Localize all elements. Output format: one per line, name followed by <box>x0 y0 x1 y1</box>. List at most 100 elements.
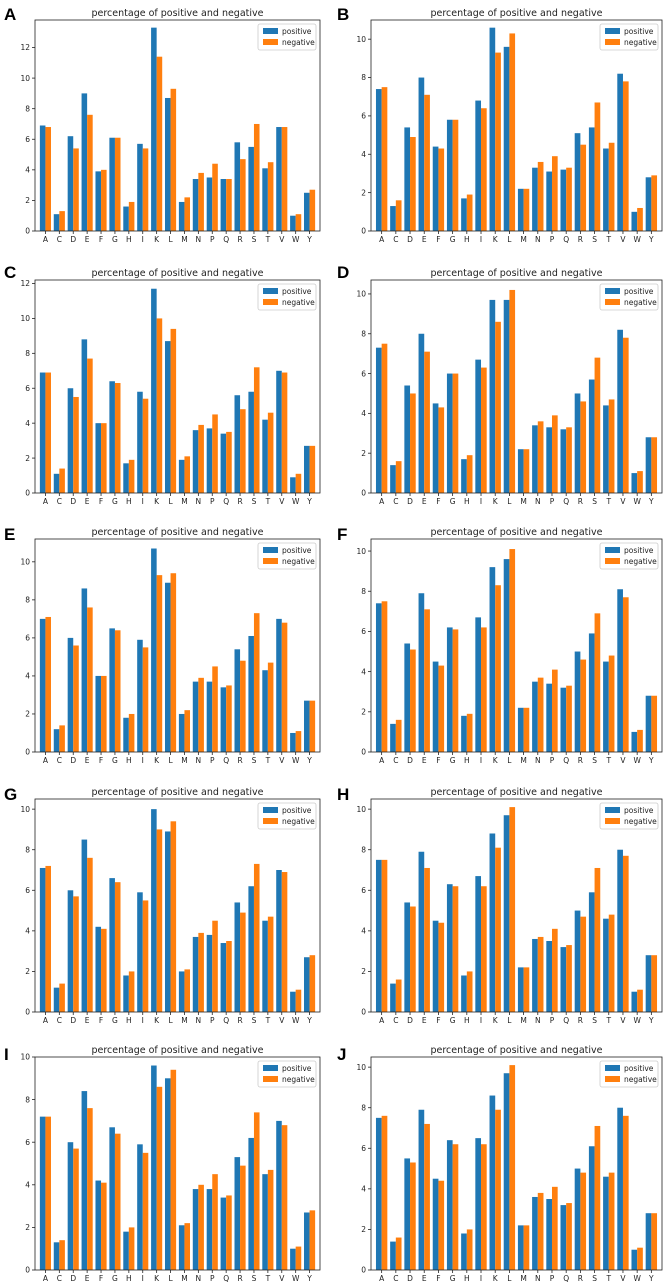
x-tick-label: N <box>535 756 541 765</box>
bar-positive-E <box>81 588 88 752</box>
y-tick-label: 2 <box>361 1225 366 1234</box>
bar-positive-D <box>67 890 74 1012</box>
bar-positive-V <box>276 370 282 493</box>
x-tick-label: K <box>493 1016 499 1025</box>
bar-positive-N <box>192 681 199 752</box>
bar-negative-G <box>452 373 459 493</box>
chart-title: percentage of positive and negative <box>91 527 263 538</box>
bar-positive-A <box>39 1116 46 1270</box>
bar-positive-H <box>123 463 129 493</box>
bar-negative-N <box>537 1192 544 1270</box>
bar-positive-G <box>446 373 453 493</box>
x-tick-label: W <box>633 497 641 506</box>
bar-negative-P <box>212 163 218 231</box>
legend-label-positive: positive <box>624 27 654 36</box>
x-tick-label: A <box>43 497 49 506</box>
bar-positive-E <box>81 339 88 493</box>
legend-swatch-negative <box>605 818 620 824</box>
y-tick-label: 6 <box>361 369 366 378</box>
series-positive <box>39 1065 310 1270</box>
bar-positive-R <box>234 649 241 752</box>
x-tick-label: L <box>168 497 173 506</box>
x-tick-label: L <box>168 235 173 244</box>
bar-positive-Q <box>220 179 227 231</box>
bar-positive-S <box>248 146 254 231</box>
bar-negative-M <box>523 1225 530 1270</box>
x-tick-label: T <box>265 756 271 765</box>
bar-positive-S <box>248 391 254 493</box>
bar-negative-H <box>128 971 135 1012</box>
x-tick-label: W <box>292 756 300 765</box>
bar-positive-I <box>475 617 482 752</box>
bar-positive-P <box>206 428 213 493</box>
y-tick-label: 4 <box>25 166 30 175</box>
bar-positive-E <box>418 77 425 231</box>
bar-positive-P <box>546 427 552 493</box>
bar-positive-A <box>39 125 46 231</box>
bar-negative-A <box>381 343 388 493</box>
bar-positive-E <box>81 839 88 1012</box>
y-tick-label: 6 <box>361 627 366 636</box>
y-tick-label: 6 <box>25 384 30 393</box>
x-tick-label: F <box>436 1274 440 1283</box>
bar-negative-Q <box>566 1203 572 1270</box>
bar-negative-F <box>101 928 107 1012</box>
bar-negative-F <box>438 407 445 493</box>
bar-negative-Q <box>226 431 232 493</box>
bar-negative-T <box>267 1169 274 1270</box>
bar-positive-R <box>234 902 241 1012</box>
plot-frame <box>34 538 321 753</box>
bar-positive-H <box>123 975 129 1012</box>
bar-positive-C <box>53 1242 60 1270</box>
x-tick-label: Y <box>306 1016 312 1025</box>
bar-positive-V <box>617 849 623 1012</box>
bar-positive-A <box>39 867 46 1012</box>
bar-negative-K <box>156 318 163 493</box>
bar-negative-L <box>509 807 516 1012</box>
x-tick-label: I <box>480 1274 482 1283</box>
bar-positive-Q <box>220 943 227 1012</box>
x-tick-label: L <box>507 1274 512 1283</box>
legend-swatch-negative <box>605 39 620 45</box>
x-tick-label: A <box>43 756 49 765</box>
bar-positive-R <box>574 133 581 231</box>
x-tick-label: M <box>520 1016 526 1025</box>
series-positive <box>375 1073 652 1270</box>
bar-negative-Y <box>651 1213 658 1270</box>
bar-negative-P <box>212 1174 218 1270</box>
bar-negative-K <box>495 585 501 752</box>
x-tick-label: W <box>292 497 300 506</box>
bar-positive-N <box>192 1189 199 1270</box>
bar-positive-S <box>588 127 595 231</box>
x-tick-label: P <box>550 497 555 506</box>
bar-negative-K <box>156 575 163 752</box>
bar-positive-I <box>475 1138 482 1270</box>
bar-positive-A <box>375 1117 382 1270</box>
bar-negative-L <box>509 289 516 493</box>
bar-positive-G <box>446 119 453 231</box>
x-tick-label: A <box>379 1016 385 1025</box>
series-positive <box>375 299 652 493</box>
legend-label-positive: positive <box>282 546 312 555</box>
legend: positive negative <box>257 283 317 311</box>
y-tick-label: 10 <box>356 1063 366 1072</box>
x-tick-label: V <box>279 1016 285 1025</box>
bar-positive-I <box>137 1144 143 1270</box>
x-tick-label: E <box>85 497 90 506</box>
panel-letter: C <box>4 263 16 282</box>
bar-negative-P <box>551 928 558 1012</box>
bar-positive-E <box>418 593 425 752</box>
bar-negative-P <box>551 1186 558 1270</box>
bar-positive-W <box>631 991 638 1012</box>
bar-negative-F <box>438 1180 445 1270</box>
y-tick-label: 8 <box>25 845 30 854</box>
bar-positive-H <box>123 206 129 231</box>
bar-negative-N <box>198 677 204 752</box>
bar-negative-R <box>240 660 246 752</box>
bar-positive-N <box>192 179 199 231</box>
bar-negative-E <box>87 1108 93 1270</box>
bar-negative-I <box>142 900 149 1012</box>
x-tick-label: A <box>43 1274 49 1283</box>
bar-negative-Q <box>226 179 232 231</box>
